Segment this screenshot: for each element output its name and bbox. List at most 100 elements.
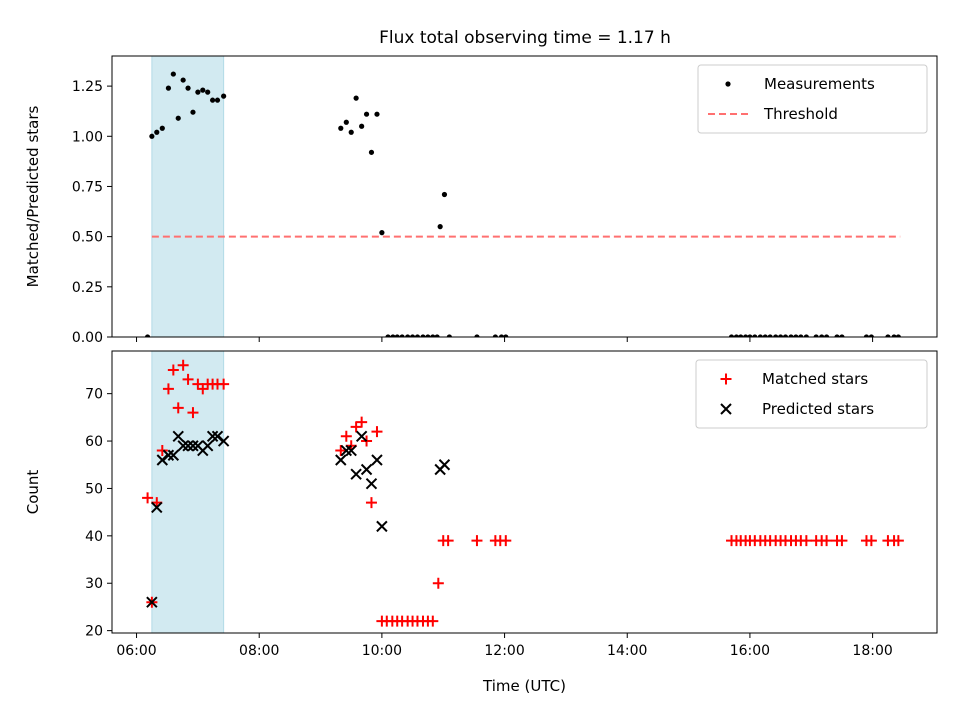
data-point: [757, 334, 763, 337]
legend-swatch: [725, 81, 731, 87]
y-tick-label: 20: [85, 624, 103, 640]
data-point: [371, 454, 383, 466]
data-point: [503, 334, 509, 337]
y-tick-label: 0.50: [72, 230, 103, 246]
data-point: [172, 430, 184, 443]
data-point: [170, 71, 176, 77]
data-point: [218, 378, 230, 390]
data-point: [446, 334, 452, 337]
data-point: [767, 334, 773, 337]
data-point: [195, 89, 201, 95]
data-point: [335, 454, 347, 466]
data-point: [151, 501, 163, 514]
data-point: [340, 444, 353, 457]
data-point: [185, 85, 191, 91]
data-point: [206, 430, 219, 443]
data-point: [180, 77, 186, 83]
y-tick-label: 1.25: [72, 79, 103, 95]
y-axis-label: Matched/Predicted stars: [24, 106, 42, 288]
series-predicted-stars: [146, 430, 451, 608]
data-point: [146, 596, 158, 608]
data-point: [359, 123, 365, 129]
data-point: [390, 334, 396, 337]
data-point: [752, 334, 758, 337]
data-point: [800, 535, 812, 547]
data-point: [500, 535, 512, 547]
data-point: [788, 334, 794, 337]
data-point: [175, 115, 181, 121]
data-point: [728, 334, 735, 337]
data-point: [182, 440, 194, 452]
panel-ratio: 0.00 0.25 0.50 0.75 1.00 1.25 Matched/Predicte…: [24, 55, 938, 346]
data-point: [865, 535, 877, 547]
data-point: [190, 109, 196, 115]
x-axis-label: Time (UTC): [482, 677, 566, 695]
data-point: [798, 334, 804, 337]
data-point: [868, 334, 874, 337]
y-axis-label: Count: [24, 470, 42, 515]
data-point: [839, 334, 845, 337]
data-point: [425, 334, 431, 337]
data-point: [379, 230, 385, 236]
x-tick-label: 10:00: [362, 643, 402, 659]
y-tick-label: 70: [85, 387, 103, 403]
data-point: [356, 416, 368, 428]
data-point: [209, 97, 216, 103]
data-point: [813, 334, 819, 337]
data-point: [363, 111, 370, 117]
data-point: [167, 364, 179, 376]
data-point: [385, 334, 391, 337]
data-point: [187, 407, 199, 419]
data-point: [376, 520, 388, 533]
data-point: [743, 334, 749, 337]
data-point: [360, 463, 373, 476]
data-point: [156, 445, 168, 457]
plot-area: [142, 359, 904, 627]
data-point: [200, 87, 206, 93]
legend-box: [697, 64, 928, 134]
data-point: [430, 334, 436, 337]
data-point: [172, 402, 184, 414]
data-point: [343, 119, 349, 125]
data-point: [782, 334, 789, 337]
data-point: [738, 334, 744, 337]
data-point: [187, 440, 199, 452]
data-point: [350, 468, 362, 480]
legend-item: Matched stars: [720, 370, 868, 388]
data-point: [149, 133, 155, 139]
series-matched-stars: [142, 359, 904, 627]
data-point: [162, 449, 175, 461]
data-point: [492, 334, 498, 337]
data-point: [434, 334, 440, 337]
data-point: [409, 334, 416, 337]
axes-frame: [111, 350, 938, 634]
data-point: [892, 535, 904, 547]
data-point: [891, 334, 897, 337]
data-point: [773, 334, 779, 337]
data-point: [777, 334, 784, 337]
data-point: [348, 129, 354, 135]
data-point: [142, 492, 154, 504]
data-point: [442, 535, 454, 547]
highlight-band: [151, 55, 225, 338]
legend-swatch: [720, 373, 732, 385]
data-point: [438, 459, 451, 471]
data-point: [793, 334, 799, 337]
data-point: [221, 93, 227, 99]
data-point: [338, 125, 344, 131]
data-point: [371, 426, 383, 438]
legend: Measurements Threshold: [697, 64, 928, 134]
legend-label: Matched stars: [762, 370, 868, 388]
data-point: [834, 334, 840, 337]
data-point: [432, 577, 444, 589]
data-point: [762, 334, 768, 337]
data-point: [863, 334, 870, 337]
data-point: [182, 373, 194, 385]
legend-label: Measurements: [764, 75, 875, 93]
data-point: [836, 535, 848, 547]
data-point: [192, 378, 204, 390]
data-point: [217, 435, 230, 447]
data-point: [498, 334, 505, 337]
data-point: [747, 334, 753, 337]
data-point: [420, 334, 426, 337]
